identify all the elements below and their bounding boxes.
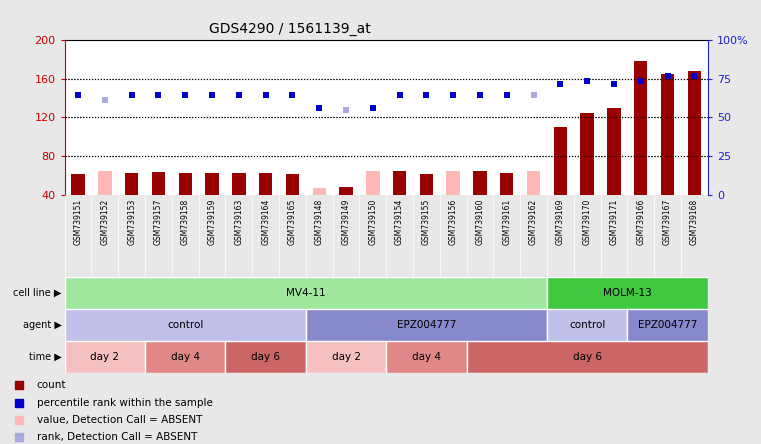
Bar [627,309,708,341]
Text: GSM739168: GSM739168 [689,199,699,245]
Text: GSM739166: GSM739166 [636,199,645,246]
Bar [259,173,272,195]
Bar [232,173,246,195]
Text: agent ▶: agent ▶ [23,320,62,330]
Bar [393,170,406,195]
Bar [500,173,514,195]
Bar [547,277,708,309]
Bar [98,170,112,195]
Text: GSM739162: GSM739162 [529,199,538,245]
Bar [205,173,218,195]
Text: EPZ004777: EPZ004777 [396,320,456,330]
Bar [306,309,547,341]
Text: GSM739164: GSM739164 [261,199,270,246]
Bar [313,188,326,195]
Text: cell line ▶: cell line ▶ [13,288,62,298]
Text: GSM739159: GSM739159 [208,199,217,246]
Text: count: count [37,381,66,390]
Bar [607,108,621,195]
Bar [72,174,84,195]
Text: GSM739148: GSM739148 [315,199,323,245]
Bar [473,170,487,195]
Text: time ▶: time ▶ [29,352,62,362]
Bar [151,172,165,195]
Bar [179,173,192,195]
Text: day 4: day 4 [170,352,199,362]
Text: GDS4290 / 1561139_at: GDS4290 / 1561139_at [209,21,371,36]
Bar [634,61,648,195]
Text: GSM739161: GSM739161 [502,199,511,245]
Text: GSM739167: GSM739167 [663,199,672,246]
Text: GSM739153: GSM739153 [127,199,136,246]
Text: GSM739156: GSM739156 [449,199,457,246]
Text: GSM739157: GSM739157 [154,199,163,246]
Text: day 4: day 4 [412,352,441,362]
Text: GSM739160: GSM739160 [476,199,485,246]
Bar [285,174,299,195]
Text: GSM739155: GSM739155 [422,199,431,246]
Text: GSM739149: GSM739149 [342,199,351,246]
Text: day 6: day 6 [573,352,602,362]
Text: GSM739158: GSM739158 [181,199,189,245]
Bar [386,341,466,373]
Text: MOLM-13: MOLM-13 [603,288,651,298]
Text: GSM739154: GSM739154 [395,199,404,246]
Text: GSM739152: GSM739152 [100,199,110,245]
Text: MV4-11: MV4-11 [286,288,326,298]
Text: GSM739171: GSM739171 [610,199,619,245]
Text: day 6: day 6 [251,352,280,362]
Bar [225,341,306,373]
Bar [366,170,380,195]
Text: GSM739170: GSM739170 [583,199,591,246]
Bar [688,71,701,195]
Bar [306,341,386,373]
Text: EPZ004777: EPZ004777 [638,320,697,330]
Bar [554,127,567,195]
Text: day 2: day 2 [91,352,119,362]
Bar [339,187,352,195]
Bar [65,277,547,309]
Bar [420,174,433,195]
Bar [65,309,306,341]
Text: value, Detection Call = ABSENT: value, Detection Call = ABSENT [37,415,202,425]
Bar [65,341,145,373]
Text: GSM739163: GSM739163 [234,199,244,246]
Bar [547,309,627,341]
Bar [661,74,674,195]
Text: GSM739151: GSM739151 [74,199,83,245]
Text: percentile rank within the sample: percentile rank within the sample [37,397,212,408]
Text: day 2: day 2 [332,352,361,362]
Bar [145,341,225,373]
Bar [581,113,594,195]
Bar [447,170,460,195]
Text: GSM739165: GSM739165 [288,199,297,246]
Bar [125,173,139,195]
Text: GSM739150: GSM739150 [368,199,377,246]
Text: control: control [167,320,203,330]
Text: rank, Detection Call = ABSENT: rank, Detection Call = ABSENT [37,432,197,442]
Text: control: control [569,320,605,330]
Text: GSM739169: GSM739169 [556,199,565,246]
Bar [527,170,540,195]
Bar [466,341,708,373]
